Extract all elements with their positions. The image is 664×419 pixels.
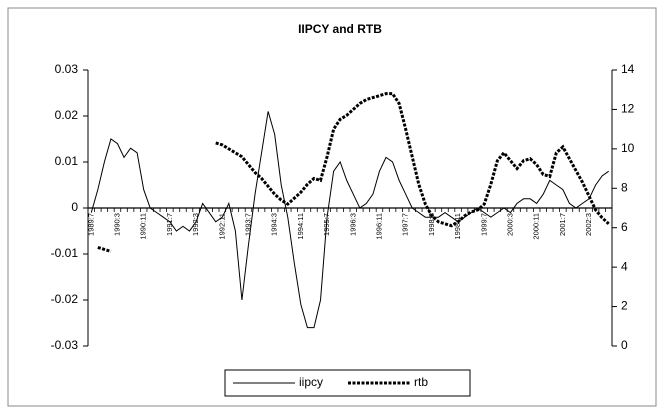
y-tick-label: 0 <box>71 200 78 214</box>
legend-label: rtb <box>414 375 428 389</box>
y-tick-label: 0.03 <box>55 62 79 76</box>
x-tick-label: 2001:7 <box>558 213 567 236</box>
x-tick-label: 1989:7 <box>86 213 95 236</box>
x-tick-label: 1999:7 <box>479 213 488 236</box>
y2-tick-label: 0 <box>621 338 628 352</box>
x-tick-label: 2000:3 <box>505 213 514 236</box>
x-tick-label: 1994:3 <box>270 213 279 236</box>
y-tick-label: 0.01 <box>55 154 79 168</box>
x-tick-label: 2000:11 <box>532 213 541 240</box>
y-tick-label: -0.03 <box>51 338 79 352</box>
y-tick-label: 0.02 <box>55 108 79 122</box>
chart-title: IIPCY and RTB <box>298 22 382 36</box>
x-tick-label: 1993:7 <box>243 213 252 236</box>
y2-tick-label: 14 <box>621 62 635 76</box>
x-tick-label: 1990:11 <box>139 213 148 240</box>
y2-tick-label: 2 <box>621 299 628 313</box>
x-tick-label: 1996:11 <box>374 213 383 240</box>
x-tick-label: 1998:11 <box>453 213 462 240</box>
y-tick-label: -0.02 <box>51 292 79 306</box>
y2-tick-label: 6 <box>621 220 628 234</box>
legend-label: iipcy <box>299 375 323 389</box>
x-tick-label: 1994:11 <box>296 213 305 240</box>
x-tick-label: 1997:7 <box>401 213 410 236</box>
x-tick-label: 1990:3 <box>112 213 121 236</box>
y2-tick-label: 8 <box>621 180 628 194</box>
x-tick-label: 1992:11 <box>217 213 226 240</box>
x-tick-label: 1998:3 <box>427 213 436 236</box>
y2-tick-label: 4 <box>621 259 628 273</box>
series-line <box>97 92 610 253</box>
series-line <box>90 111 610 329</box>
x-tick-label: 1996:3 <box>348 213 357 236</box>
x-tick-label: 2002:3 <box>584 213 593 236</box>
y2-tick-label: 10 <box>621 141 635 155</box>
x-tick-label: 1991:7 <box>165 213 174 236</box>
y2-tick-label: 12 <box>621 102 635 116</box>
x-tick-label: 1992:3 <box>191 213 200 236</box>
y-tick-label: -0.01 <box>51 246 79 260</box>
chart-frame <box>7 7 657 407</box>
